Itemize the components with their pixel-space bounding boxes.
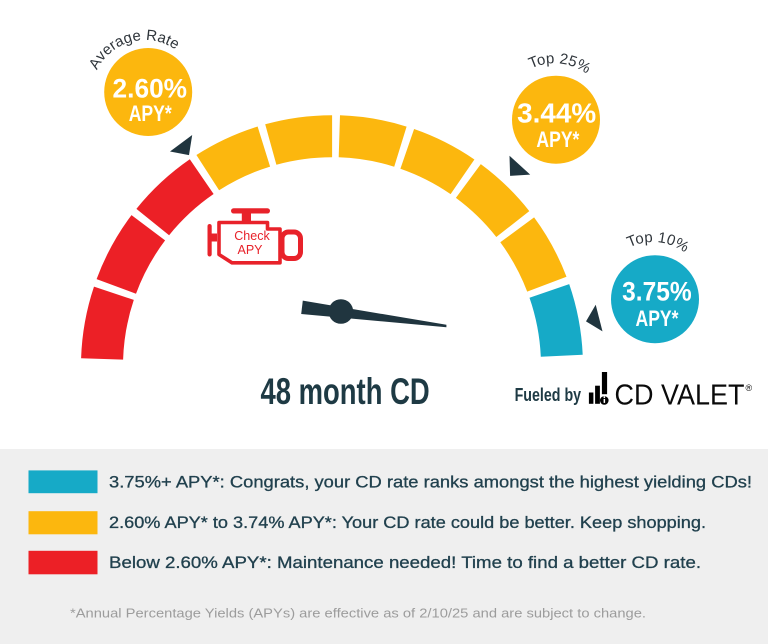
svg-text:3.44%: 3.44% (517, 97, 596, 128)
svg-text:48 month CD: 48 month CD (261, 370, 430, 412)
svg-text:*Annual Percentage Yields (APY: *Annual Percentage Yields (APYs) are eff… (70, 606, 646, 621)
svg-text:Check: Check (234, 229, 270, 243)
svg-text:Top 10%: Top 10% (625, 229, 692, 256)
svg-text:APY*: APY* (129, 101, 172, 126)
svg-text:Fueled by: Fueled by (515, 384, 582, 405)
svg-text:Top 25%: Top 25% (526, 50, 593, 77)
svg-text:CD VALET: CD VALET (615, 380, 745, 412)
svg-text:2.60% APY* to 3.74% APY*: Your: 2.60% APY* to 3.74% APY*: Your CD rate c… (109, 513, 706, 532)
svg-text:®: ® (746, 383, 753, 393)
svg-text:APY: APY (237, 243, 263, 257)
svg-text:2.60%: 2.60% (113, 74, 188, 104)
svg-text:APY*: APY* (636, 306, 679, 331)
svg-text:APY*: APY* (536, 127, 579, 152)
svg-text:3.75%: 3.75% (622, 277, 692, 307)
svg-text:3.75%+ APY*: Congrats, your CD: 3.75%+ APY*: Congrats, your CD rate rank… (109, 472, 752, 491)
svg-text:Below 2.60% APY*: Maintenance: Below 2.60% APY*: Maintenance needed! Ti… (109, 553, 701, 572)
